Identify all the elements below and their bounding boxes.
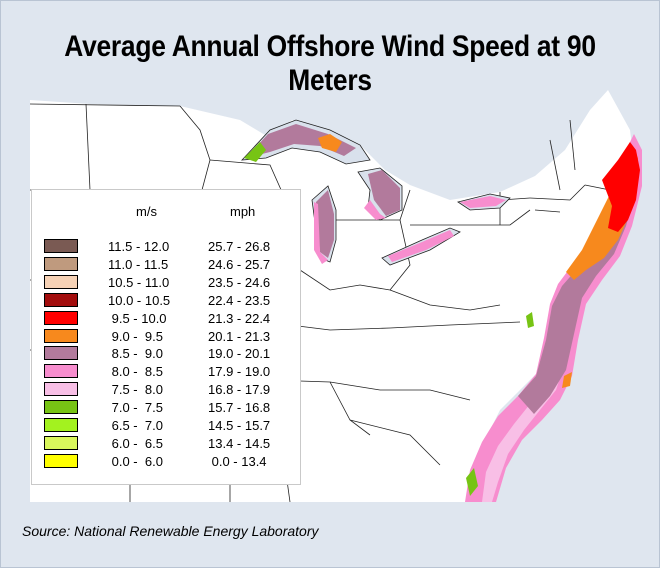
legend-swatch	[44, 256, 78, 271]
atlantic-green-patch	[466, 468, 478, 496]
legend-header-ms: m/s	[136, 204, 157, 219]
legend-range-mph: 23.5 - 24.6	[208, 274, 271, 290]
legend-row: 8.5 - 9.0 19.0 - 20.1	[40, 346, 296, 362]
superior-green-patch	[244, 142, 266, 162]
legend-range-ms: 7.5 - 8.0	[108, 382, 163, 398]
legend-row: 6.5 - 7.0 14.5 - 15.7	[40, 418, 296, 434]
map-title: Average Annual Offshore Wind Speed at 90…	[64, 30, 596, 97]
legend-row: 10.0 - 10.5 22.4 - 23.5	[40, 292, 296, 309]
legend-range-ms: 11.0 - 11.5	[108, 256, 169, 272]
legend-swatch	[44, 346, 78, 361]
legend-range-mph: 20.1 - 21.3	[208, 328, 271, 344]
michigan-wind-band	[316, 190, 334, 258]
legend-row: 8.0 - 8.5 17.9 - 19.0	[40, 364, 296, 380]
legend-range-mph: 25.7 - 26.8	[208, 239, 271, 254]
legend-range-ms: 9.0 - 9.5	[108, 328, 163, 344]
legend-swatch	[44, 435, 78, 450]
legend-swatch	[44, 400, 78, 415]
legend-range-mph: 22.4 - 23.5	[208, 292, 271, 308]
michigan-pink-edge	[314, 202, 328, 264]
legend-row: 11.5 - 12.0 25.7 - 26.8	[40, 239, 296, 255]
legend-swatch	[44, 382, 78, 397]
legend-row: 11.0 - 11.5 24.6 - 25.7	[40, 256, 296, 273]
legend-row: 0.0 - 6.0 0.0 - 13.4	[40, 453, 296, 470]
legend-swatch	[44, 310, 78, 325]
legend-range-mph: 13.4 - 14.5	[208, 435, 271, 451]
legend-row: 9.0 - 9.5 20.1 - 21.3	[40, 328, 296, 345]
legend-swatch	[44, 292, 78, 307]
legend-swatch	[44, 418, 78, 432]
legend-panel: m/s mph 11.5 - 12.0 25.7 - 26.8 11.0 - 11.…	[31, 189, 301, 485]
source-note: Source: National Renewable Energy Labora…	[22, 523, 319, 539]
legend-range-ms: 11.5 - 12.0	[108, 239, 170, 254]
legend-range-mph: 14.5 - 15.7	[208, 418, 271, 433]
legend-range-mph: 19.0 - 20.1	[208, 346, 271, 362]
legend-swatch	[44, 453, 78, 468]
legend-range-mph: 21.3 - 22.4	[208, 310, 271, 326]
legend-range-mph: 0.0 - 13.4	[208, 453, 267, 469]
legend-swatch	[44, 239, 78, 253]
legend-swatch	[44, 274, 78, 289]
legend-range-ms: 8.0 - 8.5	[108, 364, 163, 380]
legend-range-ms: 9.5 - 10.0	[108, 310, 167, 326]
legend-range-ms: 7.0 - 7.5	[108, 400, 163, 416]
legend-range-ms: 6.5 - 7.0	[108, 418, 163, 433]
legend-range-mph: 15.7 - 16.8	[208, 400, 271, 416]
legend-row: 9.5 - 10.0 21.3 - 22.4	[40, 310, 296, 327]
atlantic-orange-patch-south	[562, 372, 572, 388]
legend-swatch	[44, 328, 78, 343]
huron-wind-band	[368, 170, 400, 216]
legend-row: 7.0 - 7.5 15.7 - 16.8	[40, 400, 296, 416]
ontario-wind-band	[460, 196, 506, 208]
erie-wind-band	[388, 230, 454, 262]
huron-pink-edge	[364, 200, 386, 220]
legend-row: 7.5 - 8.0 16.8 - 17.9	[40, 382, 296, 398]
atlantic-mauve-band	[518, 146, 638, 414]
legend-range-mph: 16.8 - 17.9	[208, 382, 271, 398]
legend-swatch	[44, 364, 78, 379]
legend-range-ms: 10.0 - 10.5	[108, 292, 171, 308]
superior-orange-patch	[318, 134, 342, 152]
legend-range-mph: 17.9 - 19.0	[208, 364, 271, 380]
legend-range-mph: 24.6 - 25.7	[208, 256, 271, 272]
legend-range-ms: 0.0 - 6.0	[108, 453, 163, 469]
legend-range-ms: 6.0 - 6.5	[108, 435, 163, 451]
legend-row: 10.5 - 11.0 23.5 - 24.6	[40, 274, 296, 291]
legend-header-mph: mph	[230, 204, 256, 219]
atlantic-red-band	[602, 142, 640, 232]
legend-row: 6.0 - 6.5 13.4 - 14.5	[40, 435, 296, 452]
legend-range-ms: 10.5 - 11.0	[108, 274, 170, 290]
chesapeake-green-patch	[526, 312, 534, 328]
legend-range-ms: 8.5 - 9.0	[108, 346, 163, 362]
